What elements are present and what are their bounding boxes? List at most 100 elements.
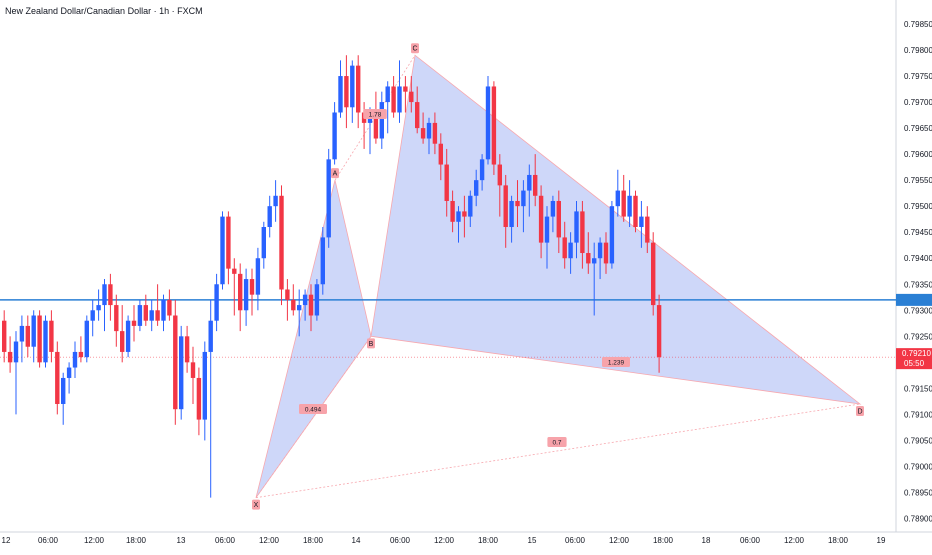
candle[interactable]: [43, 315, 48, 368]
candle[interactable]: [497, 154, 502, 217]
candle[interactable]: [114, 294, 119, 347]
candle[interactable]: [509, 195, 514, 243]
candle[interactable]: [202, 341, 207, 441]
candle[interactable]: [444, 148, 449, 217]
candle[interactable]: [326, 148, 331, 248]
candle[interactable]: [603, 232, 609, 274]
candle[interactable]: [438, 133, 443, 181]
candle[interactable]: [19, 315, 25, 363]
candle[interactable]: [214, 273, 219, 332]
candle[interactable]: [302, 289, 308, 321]
candle[interactable]: [645, 206, 650, 254]
candle[interactable]: [356, 55, 361, 129]
candle[interactable]: [527, 164, 532, 217]
candle[interactable]: [574, 200, 579, 259]
candle[interactable]: [37, 310, 42, 368]
candle[interactable]: [279, 185, 284, 306]
candle[interactable]: [208, 299, 213, 498]
candle[interactable]: [161, 294, 166, 332]
candle[interactable]: [55, 341, 60, 415]
candle[interactable]: [90, 299, 95, 337]
candle[interactable]: [462, 195, 467, 238]
candle[interactable]: [49, 310, 54, 363]
candle[interactable]: [220, 211, 225, 290]
candle[interactable]: [491, 81, 497, 175]
candle[interactable]: [592, 242, 597, 316]
candle[interactable]: [255, 247, 261, 311]
candle[interactable]: [125, 315, 131, 358]
candle[interactable]: [314, 279, 320, 321]
candle[interactable]: [226, 211, 231, 285]
candle[interactable]: [120, 305, 125, 363]
candle[interactable]: [550, 195, 556, 233]
candle[interactable]: [190, 346, 196, 404]
candle[interactable]: [391, 76, 396, 118]
candle[interactable]: [31, 310, 36, 363]
candle[interactable]: [385, 81, 390, 134]
candle[interactable]: [568, 232, 573, 274]
candle[interactable]: [597, 237, 603, 280]
candle[interactable]: [409, 76, 414, 113]
candle[interactable]: [344, 55, 349, 129]
candle[interactable]: [66, 362, 72, 394]
candle[interactable]: [173, 299, 178, 425]
candle[interactable]: [426, 117, 432, 155]
candle[interactable]: [102, 279, 107, 332]
candle[interactable]: [25, 315, 30, 358]
candle[interactable]: [285, 279, 290, 321]
candle[interactable]: [503, 174, 508, 248]
candle[interactable]: [538, 185, 544, 259]
candle[interactable]: [2, 310, 7, 363]
candle[interactable]: [13, 331, 19, 415]
candle[interactable]: [379, 91, 384, 149]
candle[interactable]: [621, 174, 626, 222]
candle[interactable]: [450, 190, 455, 233]
candle[interactable]: [261, 221, 266, 269]
candle[interactable]: [61, 372, 66, 425]
candle[interactable]: [232, 258, 237, 316]
candle[interactable]: [515, 180, 520, 228]
candle[interactable]: [609, 200, 615, 269]
candle[interactable]: [72, 341, 78, 378]
candle[interactable]: [149, 299, 154, 332]
candle[interactable]: [615, 169, 620, 217]
candle[interactable]: [403, 76, 408, 113]
candle[interactable]: [320, 227, 325, 295]
candle[interactable]: [131, 305, 137, 342]
candle[interactable]: [432, 112, 438, 155]
candle[interactable]: [96, 289, 101, 321]
candle[interactable]: [297, 289, 302, 337]
candle[interactable]: [291, 284, 296, 316]
candle[interactable]: [338, 60, 343, 118]
candle[interactable]: [456, 206, 461, 243]
candle[interactable]: [238, 263, 243, 332]
candle[interactable]: [308, 284, 314, 332]
candle[interactable]: [639, 200, 644, 248]
candle[interactable]: [7, 336, 13, 373]
candle[interactable]: [651, 232, 656, 316]
candle[interactable]: [155, 284, 160, 326]
candle[interactable]: [415, 86, 420, 134]
candle[interactable]: [137, 299, 143, 332]
candle[interactable]: [474, 169, 479, 207]
candle[interactable]: [656, 294, 662, 373]
candle[interactable]: [397, 60, 402, 123]
candle[interactable]: [556, 190, 561, 254]
candle[interactable]: [167, 289, 172, 321]
candle[interactable]: [184, 325, 190, 373]
candle[interactable]: [249, 268, 255, 316]
candle[interactable]: [562, 221, 567, 269]
candle[interactable]: [196, 367, 202, 436]
candle[interactable]: [179, 325, 184, 420]
candle[interactable]: [580, 200, 585, 269]
candle[interactable]: [420, 112, 426, 144]
candle[interactable]: [627, 180, 632, 228]
candle[interactable]: [267, 195, 272, 238]
candle[interactable]: [586, 232, 591, 274]
candle[interactable]: [273, 180, 278, 222]
candle[interactable]: [485, 76, 491, 165]
candle[interactable]: [78, 336, 84, 363]
candle[interactable]: [332, 102, 337, 165]
candle[interactable]: [479, 154, 485, 191]
